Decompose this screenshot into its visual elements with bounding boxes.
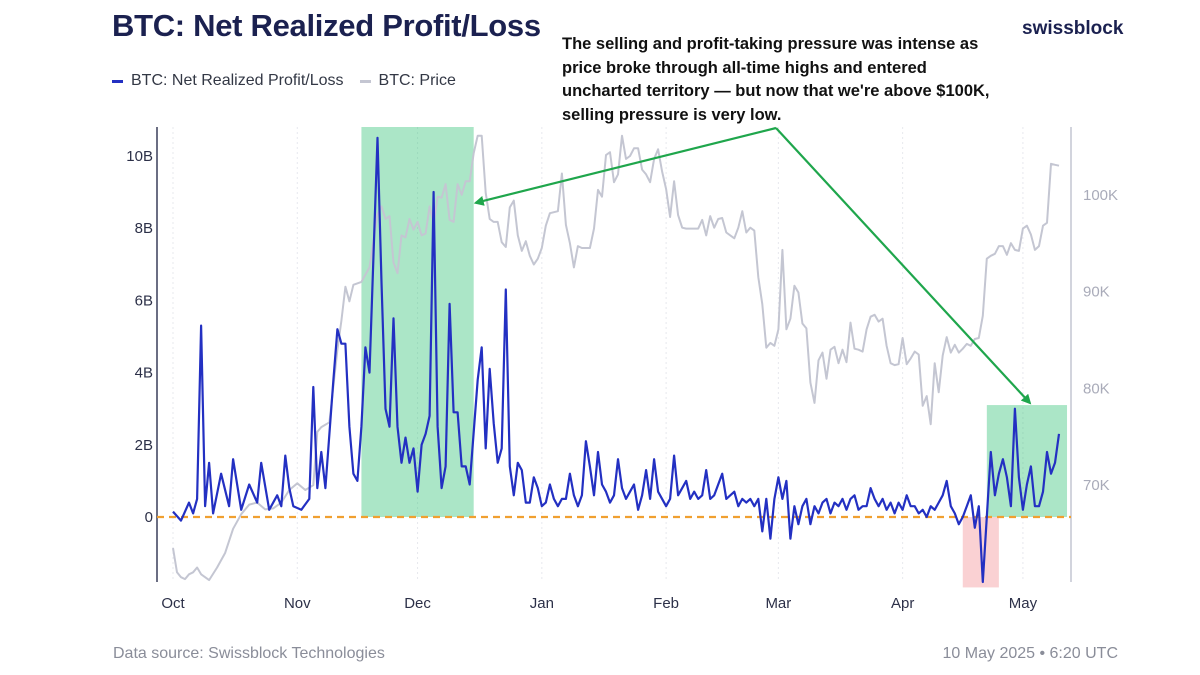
legend-swatch-price [359,79,371,83]
brand-logo: swissblock [1022,18,1124,39]
y-left-tick-label: 8B [135,220,153,237]
x-tick-label: Nov [284,595,311,612]
chart-legend: BTC: Net Realized Profit/Loss BTC: Price [112,72,472,90]
data-source: Data source: Swissblock Technologies [113,645,385,662]
x-tick-label: Oct [161,595,185,612]
legend-label-netpl: BTC: Net Realized Profit/Loss [131,72,344,89]
series-line-net-realized-pl [172,136,1061,584]
x-tick-label: Jan [530,595,554,612]
x-tick-label: Apr [891,595,914,612]
y-right-tick-label: 80K [1083,380,1110,397]
annotation-arrow-may [775,127,1032,405]
highlight-green-zone-may [986,405,1068,517]
legend-item-price[interactable]: BTC: Price [359,72,456,90]
x-tick-label: Dec [404,595,431,612]
timestamp: 10 May 2025 • 6:20 UTC [942,645,1118,662]
x-tick-label: Feb [653,595,679,612]
y-right-tick-label: 70K [1083,477,1110,494]
y-left-tick-label: 0 [145,509,153,526]
annotation-arrow-dec [473,126,777,206]
x-tick-label: Mar [765,595,791,612]
chart-annotation: The selling and profit-taking pressure w… [562,35,990,124]
y-left-tick-label: 6B [135,292,153,309]
series-line-price [172,134,1060,582]
legend-item-netpl[interactable]: BTC: Net Realized Profit/Loss [112,72,344,90]
x-tick-label: May [1009,595,1038,612]
y-left-tick-label: 2B [135,437,153,454]
legend-swatch-netpl [112,79,123,83]
y-right-tick-label: 90K [1083,284,1110,301]
y-left-tick-label: 10B [126,148,153,165]
y-right-tick-label: 100K [1083,187,1118,204]
page-title: BTC: Net Realized Profit/Loss [112,8,541,43]
legend-label-price: BTC: Price [378,72,456,89]
y-left-tick-label: 4B [135,365,153,382]
highlight-green-zone-nov-dec [361,127,474,517]
